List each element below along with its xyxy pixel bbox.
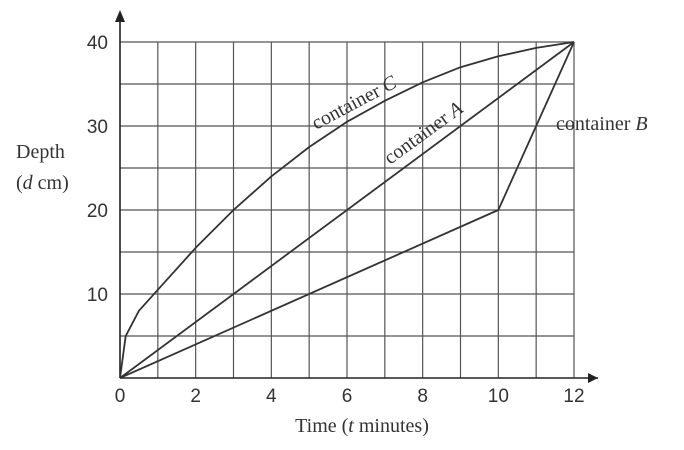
x-tick-label: 10	[488, 386, 509, 407]
x-tick-label: 8	[417, 386, 428, 407]
container-c-label: container C	[308, 71, 401, 134]
x-tick-label: 4	[266, 386, 277, 407]
y-tick-label: 20	[87, 201, 108, 222]
container-b-label: container B	[556, 113, 648, 135]
y-axis-arrow	[115, 10, 125, 22]
x-axis-arrow	[588, 373, 598, 383]
y-axis-title-line2: (d cm)	[16, 172, 69, 194]
x-tick-label: 6	[342, 386, 353, 407]
tick-labels: 0 2 4 6 8 10 12 10 20 30 40	[87, 33, 585, 407]
y-tick-label: 30	[87, 117, 108, 138]
container-b-line	[119, 41, 575, 379]
series-lines	[119, 41, 575, 379]
y-tick-label: 40	[87, 33, 108, 54]
container-c-line	[119, 41, 575, 379]
y-axis-title-line1: Depth	[16, 141, 65, 163]
x-tick-label: 0	[115, 386, 126, 407]
container-a-line	[119, 41, 575, 379]
x-tick-label: 12	[563, 386, 584, 407]
grid	[120, 41, 575, 378]
container-a-label: container A	[380, 97, 468, 169]
x-axis-title: Time (t minutes)	[295, 415, 429, 437]
x-tick-label: 2	[190, 386, 201, 407]
axes	[115, 10, 598, 383]
y-tick-label: 10	[87, 285, 108, 306]
